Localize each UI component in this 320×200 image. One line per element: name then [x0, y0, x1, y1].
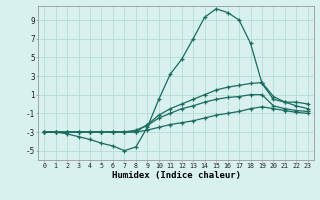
X-axis label: Humidex (Indice chaleur): Humidex (Indice chaleur): [111, 171, 241, 180]
